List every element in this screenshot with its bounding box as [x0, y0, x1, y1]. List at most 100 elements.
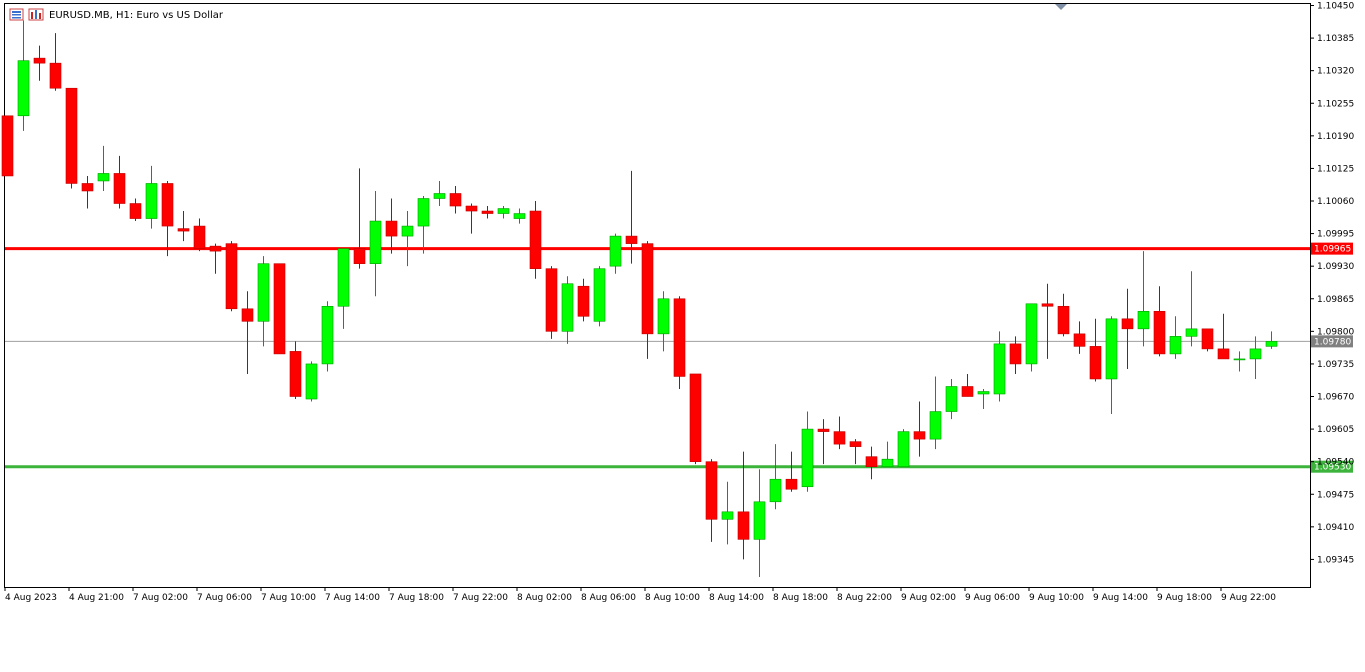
candle[interactable]	[609, 233, 622, 274]
candle[interactable]	[33, 45, 46, 81]
candle[interactable]	[545, 266, 558, 339]
candle[interactable]	[833, 416, 846, 450]
plot-area[interactable]	[4, 3, 1311, 588]
candle[interactable]	[689, 373, 702, 465]
candle[interactable]	[433, 180, 446, 207]
scroll-marker-icon[interactable]	[1055, 4, 1067, 10]
bull-candle-body	[145, 183, 158, 219]
candle[interactable]	[881, 441, 894, 467]
candle[interactable]	[81, 175, 94, 209]
chart-bars-icon[interactable]	[28, 8, 44, 21]
candle[interactable]	[353, 168, 366, 269]
y-tick-label: 1.10190	[1317, 132, 1354, 142]
candle[interactable]	[1233, 351, 1246, 372]
candle[interactable]	[401, 211, 414, 267]
candle[interactable]	[225, 241, 238, 312]
candle[interactable]	[561, 276, 574, 344]
candle[interactable]	[945, 378, 958, 420]
candle[interactable]	[177, 211, 190, 242]
candle[interactable]	[753, 469, 766, 577]
candle[interactable]	[161, 180, 174, 257]
y-tick-label: 1.09605	[1317, 425, 1354, 435]
candle[interactable]	[785, 451, 798, 492]
candle[interactable]	[1137, 251, 1150, 347]
candle[interactable]	[145, 165, 158, 229]
candle[interactable]	[625, 170, 638, 264]
candle[interactable]	[97, 145, 110, 191]
candle[interactable]	[209, 243, 222, 274]
bear-candle-body	[961, 386, 974, 397]
candle[interactable]	[465, 203, 478, 234]
candle[interactable]	[65, 87, 78, 189]
candle[interactable]	[929, 376, 942, 450]
candle[interactable]	[1265, 331, 1278, 349]
bull-candle-body	[305, 363, 318, 400]
candle[interactable]	[961, 373, 974, 397]
candle[interactable]	[1009, 336, 1022, 374]
candle[interactable]	[1185, 271, 1198, 347]
resistance-line-tag	[1311, 242, 1353, 255]
candle[interactable]	[577, 278, 590, 322]
candle[interactable]	[305, 361, 318, 402]
candle[interactable]	[1057, 293, 1070, 337]
candle[interactable]	[1, 115, 14, 177]
candle[interactable]	[993, 331, 1006, 402]
candle[interactable]	[913, 401, 926, 457]
candle[interactable]	[193, 218, 206, 252]
bull-candle-body	[897, 431, 910, 467]
candle[interactable]	[1073, 321, 1086, 354]
candle[interactable]	[129, 198, 142, 222]
candle[interactable]	[1121, 288, 1134, 369]
window-menu-icon[interactable]	[9, 8, 24, 21]
candle[interactable]	[241, 291, 254, 374]
candle[interactable]	[481, 206, 494, 219]
y-tick-label: 1.09475	[1317, 490, 1354, 500]
candle[interactable]	[497, 206, 510, 219]
candle[interactable]	[337, 248, 350, 329]
candle[interactable]	[369, 190, 382, 297]
candle[interactable]	[1153, 286, 1166, 357]
candle[interactable]	[849, 439, 862, 465]
candle[interactable]	[801, 411, 814, 492]
candle[interactable]	[273, 263, 286, 355]
current-price-line-tag-label: 1.09780	[1314, 337, 1351, 347]
candle[interactable]	[513, 208, 526, 224]
candle[interactable]	[593, 266, 606, 327]
candle[interactable]	[321, 301, 334, 372]
candle[interactable]	[737, 451, 750, 560]
candle[interactable]	[1089, 318, 1102, 382]
candle[interactable]	[49, 33, 62, 91]
candle[interactable]	[1249, 336, 1262, 379]
y-tick-label: 1.10450	[1317, 2, 1354, 12]
candle[interactable]	[657, 291, 670, 352]
candle[interactable]	[113, 155, 126, 209]
bear-candle-body	[529, 210, 542, 269]
candle[interactable]	[641, 241, 654, 359]
bull-candle-body	[561, 283, 574, 332]
candle[interactable]	[17, 20, 30, 131]
candle[interactable]	[529, 201, 542, 279]
candle[interactable]	[1041, 283, 1054, 359]
candle[interactable]	[1169, 316, 1182, 359]
candle[interactable]	[897, 429, 910, 467]
candle[interactable]	[1201, 328, 1214, 352]
bull-candle-body	[97, 173, 110, 182]
bear-candle-body	[353, 248, 366, 264]
candle[interactable]	[769, 444, 782, 510]
candle[interactable]	[865, 446, 878, 480]
candle[interactable]	[289, 341, 302, 400]
candle[interactable]	[1105, 316, 1118, 415]
candle[interactable]	[449, 185, 462, 214]
candle[interactable]	[673, 296, 686, 389]
y-tick-label: 1.09930	[1317, 262, 1354, 272]
candle[interactable]	[1025, 303, 1038, 372]
candle[interactable]	[385, 198, 398, 254]
candle[interactable]	[977, 388, 990, 410]
candle[interactable]	[417, 195, 430, 254]
candle[interactable]	[817, 419, 830, 465]
candle[interactable]	[257, 256, 270, 347]
candle[interactable]	[721, 481, 734, 545]
candle[interactable]	[705, 459, 718, 542]
candle[interactable]	[1217, 313, 1230, 360]
